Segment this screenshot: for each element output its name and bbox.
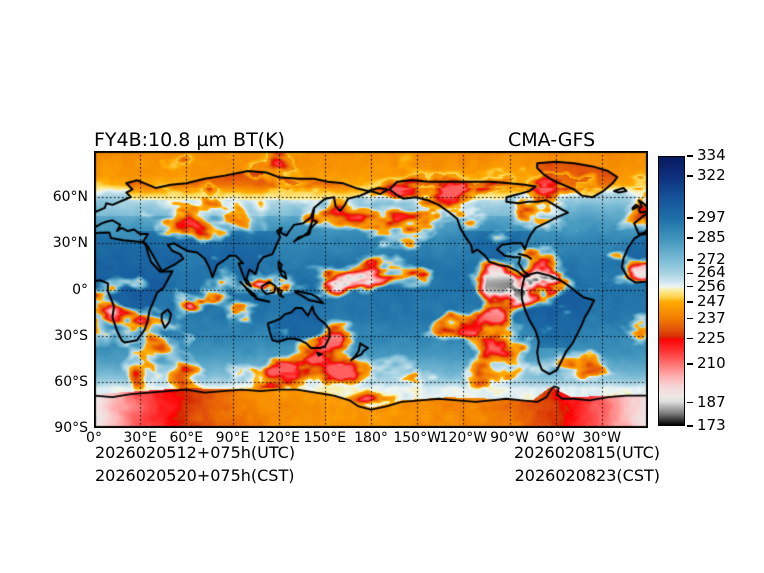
colorbar-tick xyxy=(687,317,693,320)
x-tick-label: 60°W xyxy=(536,430,575,446)
colorbar-tick-label: 272 xyxy=(697,249,726,268)
x-tick-label: 90°W xyxy=(490,430,529,446)
timestamp-init-cst: 2026020520+075h(CST) xyxy=(95,466,295,485)
x-tick-label: 60°E xyxy=(169,430,204,446)
colorbar-tick-label: 247 xyxy=(697,291,726,310)
title-left: FY4B:10.8 µm BT(K) xyxy=(94,129,285,151)
colorbar-tick xyxy=(687,237,693,239)
y-tick-label: 60°N xyxy=(52,189,88,206)
y-tick-label: 30°N xyxy=(52,235,88,252)
colorbar-tick xyxy=(687,217,693,219)
colorbar-tick-label: 256 xyxy=(697,276,726,295)
y-tick-label: 30°S xyxy=(54,327,88,344)
colorbar-tick-label: 187 xyxy=(697,392,726,411)
colorbar-tick-label: 237 xyxy=(697,308,726,327)
colorbar-tick-label: 225 xyxy=(697,328,726,347)
x-tick-label: 30°E xyxy=(123,430,157,446)
x-tick-label: 30°W xyxy=(582,430,622,446)
colorbar-tick xyxy=(687,401,693,404)
y-tick-label: 60°S xyxy=(54,373,88,390)
colorbar-tick-label: 322 xyxy=(697,166,726,185)
colorbar-tick-label: 173 xyxy=(697,416,726,434)
colorbar-tick xyxy=(687,272,693,275)
x-tick-label: 120°W xyxy=(439,430,488,446)
colorbar xyxy=(658,156,685,426)
timestamp-init-utc: 2026020512+075h(UTC) xyxy=(95,443,296,462)
colorbar-tick-label: 297 xyxy=(697,208,726,227)
x-tick-label: 150°W xyxy=(393,430,441,446)
colorbar-tick xyxy=(687,425,693,427)
y-tick-label: 0° xyxy=(72,281,88,298)
x-tick-label: 180° xyxy=(354,430,388,446)
colorbar-tick xyxy=(687,155,693,157)
colorbar-tick-label: 210 xyxy=(697,353,726,372)
timestamp-valid-utc: 2026020815(UTC) xyxy=(514,443,660,462)
colorbar-tick xyxy=(687,259,693,261)
title-right: CMA-GFS xyxy=(508,129,596,151)
y-tick-label: 90°S xyxy=(54,420,88,436)
colorbar-tick xyxy=(687,338,693,340)
colorbar-tick xyxy=(687,286,693,288)
colorbar-tick-label: 264 xyxy=(697,263,726,282)
colorbar-tick xyxy=(687,175,693,177)
x-tick-label: 0° xyxy=(86,430,102,446)
x-tick-label: 120°E xyxy=(257,430,300,446)
colorbar-tick xyxy=(687,301,693,303)
timestamp-valid-cst: 2026020823(CST) xyxy=(514,466,660,485)
x-tick-label: 150°E xyxy=(303,430,347,446)
satellite-bt-map xyxy=(94,151,648,428)
colorbar-tick-label: 285 xyxy=(697,228,726,247)
colorbar-tick-label: 334 xyxy=(697,146,726,164)
colorbar-tick xyxy=(687,363,693,365)
x-tick-label: 90°E xyxy=(215,430,250,446)
